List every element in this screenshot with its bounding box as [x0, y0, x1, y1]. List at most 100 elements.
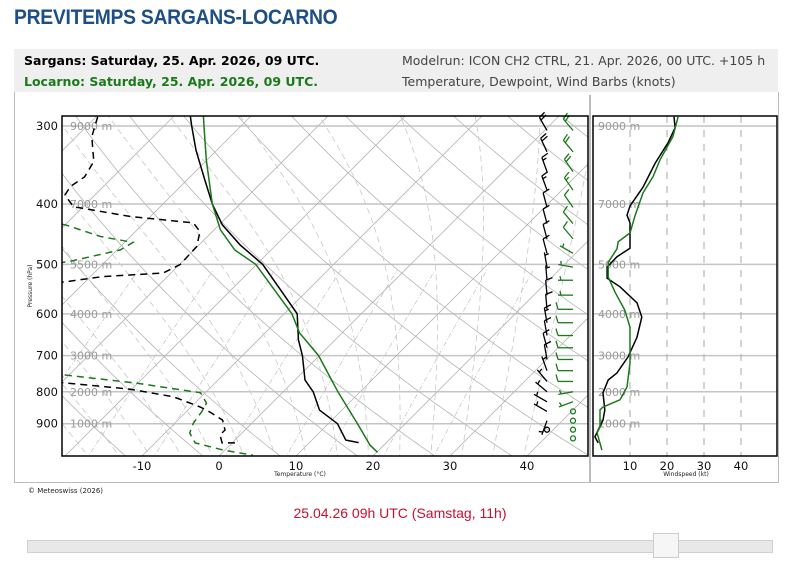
- barb-half: [545, 266, 551, 269]
- barb-half: [538, 368, 543, 373]
- profile-curves: [62, 116, 379, 456]
- altitude-label: 5500 m: [70, 258, 112, 271]
- page-title: PREVITEMPS SARGANS-LOCARNO: [14, 6, 338, 29]
- wind-barb: [543, 316, 552, 336]
- time-slider[interactable]: [27, 540, 773, 553]
- isotherm: [372, 240, 588, 456]
- wind-barb: [569, 408, 577, 415]
- station1-label: Sargans: Saturday, 25. Apr. 2026, 09 UTC…: [24, 53, 320, 68]
- wind-barb: [569, 426, 577, 433]
- windspeed-tick-label: 20: [660, 459, 675, 473]
- pressure-tick-label: 300: [36, 119, 58, 133]
- wind-barb: [562, 220, 574, 240]
- time-label: 25.04.26 09h UTC (Samstag, 11h): [293, 505, 507, 521]
- isotherm: [141, 116, 483, 456]
- wind-barb: [538, 111, 548, 131]
- mixing-ratio-line: [62, 269, 140, 380]
- sargans-windspeed-line: [594, 116, 676, 444]
- temperature-tick-label: -10: [133, 459, 152, 473]
- locarno-temperature-line: [202, 116, 379, 453]
- altitude-label: 9000 m: [70, 120, 112, 133]
- barb-half: [559, 276, 562, 281]
- moist-adiabat: [399, 116, 438, 456]
- wind-barb: [555, 315, 573, 324]
- mixing-ratio-line: [383, 269, 488, 456]
- pressure-tick-label: 900: [36, 417, 58, 431]
- altitude-label: 3000 m: [70, 350, 112, 363]
- copyright: © Meteoswiss (2026): [28, 487, 104, 495]
- mixing-ratio-line: [433, 269, 534, 456]
- barb-full: [563, 188, 570, 196]
- wind-barb: [563, 153, 574, 172]
- wind-barb: [541, 152, 549, 172]
- barb-staff: [562, 211, 574, 224]
- moist-adiabat: [318, 116, 401, 456]
- y-axis-title: Pressure (hPa): [27, 264, 34, 307]
- barb-full: [544, 316, 552, 322]
- moist-adiabat: [492, 116, 541, 456]
- barb-full: [563, 153, 570, 160]
- moist-adiabat: [62, 340, 151, 456]
- wind-barb: [543, 252, 549, 268]
- sargans-temperature-line: [189, 116, 359, 444]
- wind-grid: [593, 116, 777, 456]
- barb-full: [563, 171, 570, 179]
- isotherm: [62, 116, 329, 383]
- dry-adiabat: [658, 107, 800, 460]
- altitude-label: 1000 m: [70, 418, 112, 431]
- barb-half: [559, 290, 562, 296]
- barb-full: [562, 205, 568, 213]
- dry-adiabat: [345, 116, 588, 316]
- altitude-label: 1000 m: [598, 418, 640, 431]
- skewt-plot-border: [61, 115, 589, 457]
- moist-adiabat: [239, 116, 369, 456]
- moist-adiabat: [62, 295, 182, 456]
- moist-adiabat: [62, 189, 245, 456]
- dry-adiabat: [62, 247, 281, 456]
- windspeed-curves: [594, 116, 679, 451]
- wind-barb: [533, 391, 548, 403]
- wind-barb: [569, 417, 577, 424]
- barb-full: [542, 204, 550, 210]
- barb-staff: [540, 137, 548, 153]
- barb-staff: [563, 177, 574, 191]
- dry-adiabat: [183, 116, 588, 456]
- wind-plot-border: [592, 115, 778, 457]
- wind-barb: [562, 133, 574, 153]
- barb-full: [541, 135, 548, 142]
- station2-label: Locarno: Saturday, 25. Apr. 2026, 09 UTC…: [24, 74, 318, 89]
- barb-full: [544, 304, 552, 309]
- barb-full: [542, 220, 550, 225]
- dry-adiabat: [62, 321, 204, 456]
- moist-adiabat: [107, 116, 307, 456]
- barb-full: [545, 276, 553, 281]
- barb-staff: [562, 139, 574, 153]
- barb-staff: [542, 333, 548, 348]
- altitude-label: 2000 m: [598, 386, 640, 399]
- barb-staff: [543, 344, 548, 360]
- temperature-tick-label: 20: [366, 459, 381, 473]
- time-slider-handle[interactable]: [653, 533, 680, 558]
- wind-barb: [542, 234, 550, 254]
- barb-full: [544, 340, 552, 346]
- barb-full: [555, 315, 559, 323]
- barb-staff: [542, 238, 548, 254]
- altitude-label: 4000 m: [598, 308, 640, 321]
- barb-full: [541, 152, 549, 159]
- isotherm: [604, 116, 800, 456]
- pressure-tick-label: 700: [36, 349, 58, 363]
- wind-barb: [542, 328, 550, 348]
- dry-adiabat: [75, 116, 436, 456]
- barb-full: [562, 133, 568, 141]
- barb-full: [540, 132, 547, 139]
- isotherm: [64, 116, 406, 456]
- isotherm: [62, 116, 98, 152]
- mixing-ratio-line: [153, 269, 276, 456]
- barb-full: [542, 328, 550, 334]
- dry-adiabat: [453, 116, 588, 226]
- pressure-tick-label: 600: [36, 307, 58, 321]
- wind-barb: [545, 276, 553, 296]
- barb-full: [564, 136, 570, 144]
- calm-circle: [569, 417, 577, 424]
